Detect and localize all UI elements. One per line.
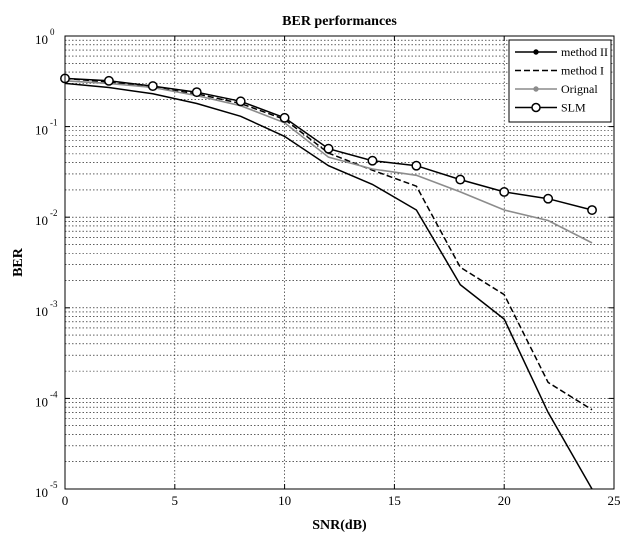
legend-label-slm: SLM [561, 101, 586, 115]
x-tick-label: 5 [172, 493, 179, 508]
legend-marker-orignal [533, 86, 539, 92]
ticks [64, 35, 615, 490]
y-tick-label-exponent: -2 [50, 208, 58, 218]
series-point-slm [367, 155, 378, 166]
y-tick-label: 10 -5 [35, 480, 58, 500]
x-tick-label: 0 [62, 493, 69, 508]
series-point-slm [103, 75, 114, 86]
y-tick-label-base: 10 [35, 213, 48, 228]
series-point-slm [455, 174, 466, 185]
y-tick-label-base: 10 [35, 32, 48, 47]
legend-marker-method-ii [533, 49, 539, 55]
y-tick-label-exponent: 0 [50, 27, 55, 37]
y-tick-label: 10 -2 [35, 208, 58, 228]
series-point-slm [587, 205, 597, 215]
y-tick-label-base: 10 [35, 304, 48, 319]
plot-frame [64, 35, 615, 490]
x-tick-labels: 0 5 10 15 20 25 [62, 493, 621, 508]
series-point-slm [499, 186, 510, 197]
series-point-slm [279, 112, 290, 123]
y-tick-label: 10-1 [35, 118, 58, 138]
grid [65, 36, 614, 489]
y-axis-label: BER [11, 247, 26, 277]
y-tick-label-base: 10 [35, 485, 48, 500]
series-point-slm [235, 96, 246, 107]
y-tick-label-exponent: -4 [50, 389, 58, 399]
y-tick-label-exponent: -1 [50, 118, 58, 128]
legend: method II method I Orignal SLM [508, 39, 612, 123]
y-tick-label-exponent: -3 [50, 299, 58, 309]
series-point-slm [411, 160, 422, 171]
legend-marker-slm [531, 102, 541, 113]
legend-label-method-ii: method II [561, 45, 608, 59]
legend-label-method-i: method I [561, 64, 604, 78]
legend-label-orignal: Orignal [561, 82, 598, 96]
x-tick-label: 25 [608, 493, 621, 508]
series-point-slm [191, 87, 202, 98]
y-tick-label: 10 0 [35, 27, 55, 47]
series-point-slm [543, 193, 554, 204]
legend-box [508, 39, 612, 123]
x-axis-label: SNR(dB) [312, 518, 367, 533]
x-tick-label: 15 [388, 493, 401, 508]
x-tick-label: 20 [498, 493, 511, 508]
series-point-slm [323, 143, 334, 154]
series-line-method-ii [65, 82, 593, 489]
y-tick-label-base: 10 [35, 394, 48, 409]
series-point-slm [147, 81, 158, 92]
y-tick-label-base: 10 [35, 123, 48, 138]
y-tick-label: 10 -4 [35, 389, 58, 409]
chart-title: BER performances [282, 14, 397, 29]
x-tick-label: 10 [278, 493, 291, 508]
y-tick-label: 10 -3 [35, 299, 58, 319]
y-tick-labels: 10 010-110-210-310-410-5 [35, 27, 58, 500]
y-tick-label-exponent: -5 [50, 480, 58, 490]
